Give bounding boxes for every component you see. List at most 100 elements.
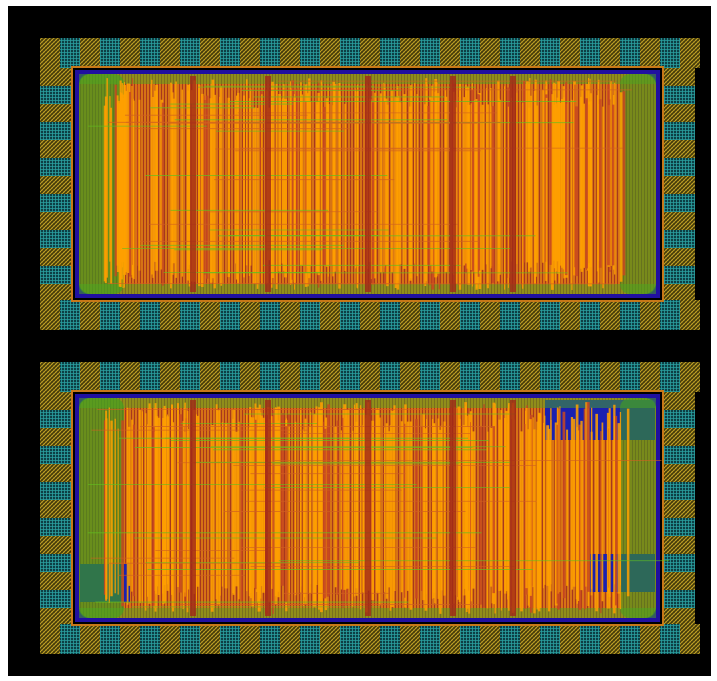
pad bbox=[40, 536, 72, 554]
pad bbox=[520, 300, 540, 330]
pad bbox=[80, 300, 100, 330]
pad bbox=[600, 38, 620, 68]
pad bbox=[180, 624, 200, 654]
pad bbox=[460, 624, 480, 654]
pad bbox=[580, 624, 600, 654]
pad bbox=[260, 300, 280, 330]
pad bbox=[600, 624, 620, 654]
pad bbox=[40, 500, 72, 518]
pad bbox=[120, 362, 140, 392]
pad bbox=[360, 300, 380, 330]
pad bbox=[40, 482, 72, 500]
pad bbox=[160, 38, 180, 68]
pad bbox=[160, 362, 180, 392]
pad bbox=[180, 300, 200, 330]
pad bbox=[40, 230, 72, 248]
pad bbox=[540, 300, 560, 330]
chip-layout bbox=[40, 362, 700, 654]
pad bbox=[260, 624, 280, 654]
pad bbox=[500, 300, 520, 330]
pad bbox=[400, 38, 420, 68]
pad bbox=[40, 554, 72, 572]
pad bbox=[400, 362, 420, 392]
pad bbox=[663, 266, 695, 284]
pad bbox=[60, 362, 80, 392]
pad bbox=[663, 590, 695, 608]
pad bbox=[580, 300, 600, 330]
pad bbox=[540, 38, 560, 68]
pad bbox=[420, 624, 440, 654]
pad bbox=[640, 624, 660, 654]
pad bbox=[380, 38, 400, 68]
pad bbox=[40, 446, 72, 464]
pad bbox=[40, 140, 72, 158]
pad bbox=[100, 624, 120, 654]
pad bbox=[660, 624, 680, 654]
pad bbox=[663, 608, 695, 624]
pad bbox=[500, 38, 520, 68]
wire-column bbox=[510, 400, 516, 616]
pad bbox=[560, 624, 580, 654]
pad bbox=[663, 464, 695, 482]
pad bbox=[280, 300, 300, 330]
pad bbox=[663, 392, 695, 410]
pad bbox=[663, 482, 695, 500]
pad bbox=[40, 158, 72, 176]
pad bbox=[140, 300, 160, 330]
pad bbox=[660, 300, 680, 330]
pad bbox=[600, 300, 620, 330]
pad bbox=[40, 266, 72, 284]
pad bbox=[540, 624, 560, 654]
pad bbox=[320, 38, 340, 68]
layout-view bbox=[0, 0, 717, 681]
pad bbox=[460, 300, 480, 330]
fringe bbox=[620, 74, 656, 294]
pad bbox=[40, 300, 60, 330]
wire-column bbox=[450, 400, 456, 616]
pad bbox=[340, 624, 360, 654]
pad bbox=[500, 362, 520, 392]
pad bbox=[440, 624, 460, 654]
pad bbox=[580, 38, 600, 68]
pad bbox=[420, 300, 440, 330]
pad bbox=[520, 624, 540, 654]
pad bbox=[80, 362, 100, 392]
pad bbox=[340, 38, 360, 68]
pad bbox=[620, 300, 640, 330]
pad bbox=[180, 38, 200, 68]
pad bbox=[663, 86, 695, 104]
wire-column bbox=[365, 400, 371, 616]
pad bbox=[360, 38, 380, 68]
pad bbox=[680, 300, 700, 330]
pad bbox=[240, 624, 260, 654]
pad bbox=[663, 284, 695, 300]
pad bbox=[560, 362, 580, 392]
pad bbox=[620, 624, 640, 654]
pad bbox=[280, 38, 300, 68]
pad bbox=[200, 38, 220, 68]
pad bbox=[260, 38, 280, 68]
pad bbox=[380, 362, 400, 392]
pad bbox=[240, 300, 260, 330]
pad bbox=[663, 212, 695, 230]
pad bbox=[60, 38, 80, 68]
pad bbox=[480, 362, 500, 392]
pad bbox=[40, 86, 72, 104]
pad bbox=[440, 362, 460, 392]
pad bbox=[380, 624, 400, 654]
pad bbox=[380, 300, 400, 330]
pad bbox=[220, 624, 240, 654]
wire-column bbox=[265, 76, 271, 292]
pad bbox=[160, 624, 180, 654]
pad bbox=[140, 38, 160, 68]
pad bbox=[40, 104, 72, 122]
pad bbox=[520, 362, 540, 392]
pad bbox=[663, 410, 695, 428]
pad bbox=[440, 38, 460, 68]
pad bbox=[440, 300, 460, 330]
pad bbox=[40, 428, 72, 446]
pad bbox=[200, 362, 220, 392]
pad bbox=[40, 590, 72, 608]
wire-column bbox=[450, 76, 456, 292]
pad bbox=[100, 38, 120, 68]
